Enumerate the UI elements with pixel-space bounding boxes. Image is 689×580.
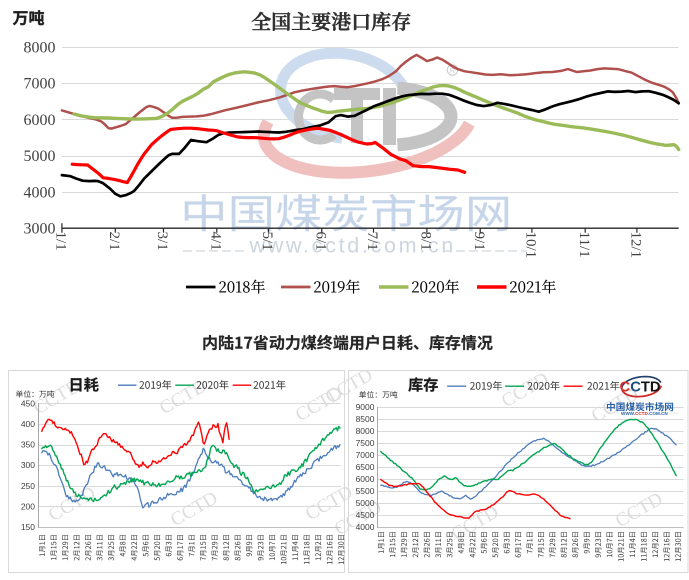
svg-text:5000: 5000: [356, 498, 375, 508]
svg-text:7000: 7000: [24, 76, 56, 93]
svg-text:250: 250: [21, 481, 35, 491]
svg-text:3000: 3000: [24, 221, 56, 238]
svg-text:9000: 9000: [356, 402, 375, 412]
svg-text:5500: 5500: [356, 486, 375, 496]
svg-text:WWW.CCTD.COM.CN: WWW.CCTD.COM.CN: [621, 411, 668, 416]
svg-text:350: 350: [21, 440, 35, 450]
svg-text:4000: 4000: [356, 522, 375, 532]
svg-text:7500: 7500: [356, 438, 375, 448]
svg-text:8/1: 8/1: [418, 232, 434, 251]
svg-text:6000: 6000: [356, 474, 375, 484]
svg-text:9/1: 9/1: [471, 232, 487, 251]
svg-text:150: 150: [21, 522, 35, 532]
svg-text:CCTD: CCTD: [620, 379, 661, 395]
svg-text:www.cctd.com.cn: www.cctd.com.cn: [249, 234, 457, 258]
svg-text:5/1: 5/1: [259, 232, 275, 251]
svg-text:R: R: [450, 66, 456, 75]
svg-text:12/1: 12/1: [628, 232, 644, 259]
svg-text:10/1: 10/1: [523, 232, 539, 259]
svg-text:8000: 8000: [356, 426, 375, 436]
svg-text:7/1: 7/1: [364, 232, 380, 251]
svg-text:2/1: 2/1: [106, 232, 122, 251]
svg-text:300: 300: [21, 460, 35, 470]
svg-text:4500: 4500: [356, 510, 375, 520]
svg-text:4000: 4000: [24, 185, 56, 202]
svg-text:400: 400: [21, 419, 35, 429]
svg-text:5000: 5000: [24, 148, 56, 165]
svg-text:4/1: 4/1: [207, 232, 223, 251]
svg-text:6/1: 6/1: [312, 232, 328, 251]
svg-text:11/1: 11/1: [576, 232, 592, 258]
svg-text:6500: 6500: [356, 462, 375, 472]
svg-text:1/1: 1/1: [53, 232, 69, 251]
svg-text:8500: 8500: [356, 414, 375, 424]
svg-text:450: 450: [21, 398, 35, 408]
svg-text:6000: 6000: [24, 112, 56, 129]
svg-text:7000: 7000: [356, 450, 375, 460]
svg-text:3/1: 3/1: [154, 232, 170, 251]
svg-text:200: 200: [21, 501, 35, 511]
svg-text:8000: 8000: [24, 40, 56, 57]
